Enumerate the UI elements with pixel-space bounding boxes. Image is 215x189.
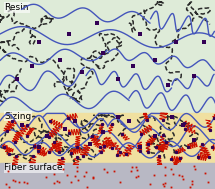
Text: Resin: Resin: [4, 3, 29, 12]
Bar: [0, 0, 215, 113]
Bar: [0, 163, 215, 189]
Text: Sizing: Sizing: [4, 112, 32, 121]
Bar: [0, 113, 215, 163]
Text: Fiber surface: Fiber surface: [4, 163, 63, 173]
